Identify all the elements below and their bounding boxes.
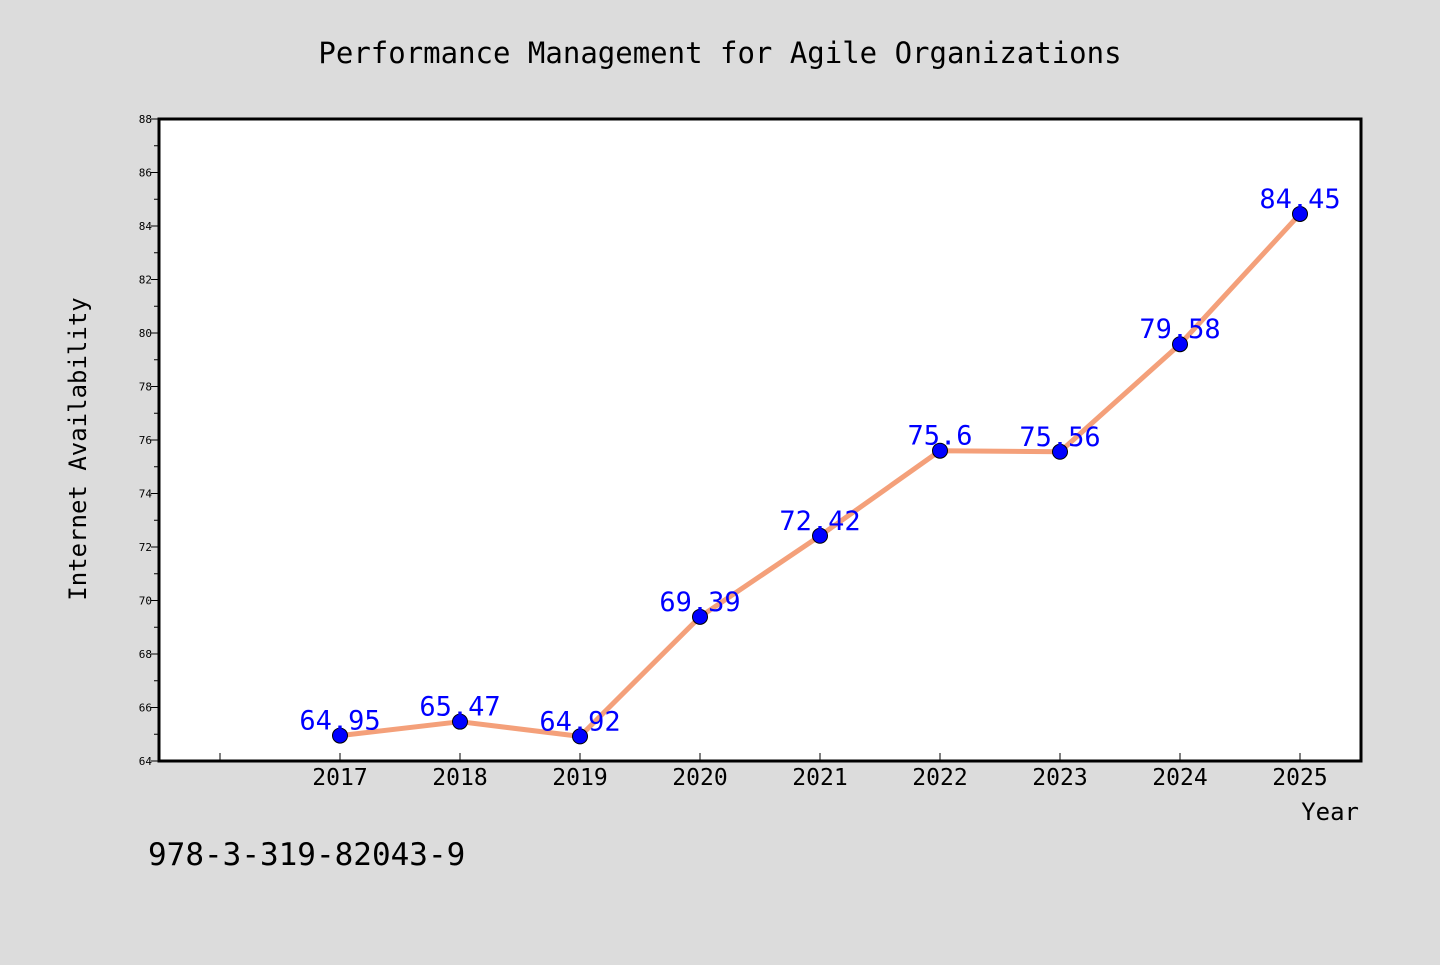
data-label: 65.47	[419, 692, 500, 723]
y-tick-label: 88	[139, 113, 152, 126]
data-point	[572, 728, 588, 745]
y-tick-label: 78	[139, 381, 152, 394]
y-axis: 64 66 68 70 72 74 76 78 80 82 84 86 88	[139, 113, 159, 768]
y-axis-label: Internet Availability	[64, 297, 92, 600]
data-label: 84.45	[1259, 184, 1340, 215]
x-tick-label: 2018	[432, 765, 487, 791]
x-tick-label: 2024	[1152, 765, 1207, 791]
data-label: 64.92	[539, 706, 620, 737]
data-label: 64.95	[299, 706, 380, 737]
x-tick-label: 2025	[1272, 765, 1327, 791]
x-axis-label: Year	[1301, 798, 1359, 826]
chart-title: Performance Management for Agile Organiz…	[318, 36, 1121, 70]
data-label: 75.6	[907, 421, 972, 452]
x-tick-label: 2020	[672, 765, 727, 791]
x-tick-label: 2017	[312, 765, 367, 791]
x-axis: 2017 2018 2019 2020 2021 2022 2023 2024 2025	[219, 753, 1328, 791]
y-tick-label: 80	[139, 327, 152, 340]
plot-area	[159, 119, 1361, 761]
x-tick-label: 2022	[912, 765, 967, 791]
footer-code: 978-3-319-82043-9	[148, 837, 465, 873]
y-tick-label: 86	[139, 167, 152, 180]
y-tick-label: 74	[139, 488, 153, 501]
data-point	[812, 527, 828, 544]
data-point	[1052, 443, 1068, 460]
y-tick-label: 70	[139, 595, 152, 608]
plot-frame	[157, 117, 1363, 763]
data-point	[332, 727, 348, 744]
x-tick-label: 2021	[792, 765, 847, 791]
y-tick-label: 82	[139, 274, 152, 287]
y-tick-label: 76	[139, 434, 152, 447]
data-label-layer: 64.95 65.47 64.92 69.39 72.42 75.6 75.56 79.58 8…	[299, 184, 1340, 737]
y-tick-label: 84	[139, 220, 153, 233]
data-point	[1292, 205, 1308, 222]
data-label: 75.56	[1019, 422, 1100, 453]
x-tick-label: 2019	[552, 765, 607, 791]
data-label: 79.58	[1139, 314, 1220, 345]
series-layer	[332, 205, 1308, 745]
data-point	[452, 713, 468, 730]
y-tick-label: 64	[139, 755, 153, 768]
data-label: 69.39	[659, 587, 740, 618]
data-label: 72.42	[779, 506, 860, 537]
x-tick-label: 2023	[1032, 765, 1087, 791]
y-tick-label: 72	[139, 541, 152, 554]
y-tick-label: 68	[139, 648, 152, 661]
y-tick-label: 66	[139, 702, 152, 715]
data-point	[932, 442, 948, 459]
data-point	[1172, 336, 1188, 353]
data-point	[692, 608, 708, 625]
